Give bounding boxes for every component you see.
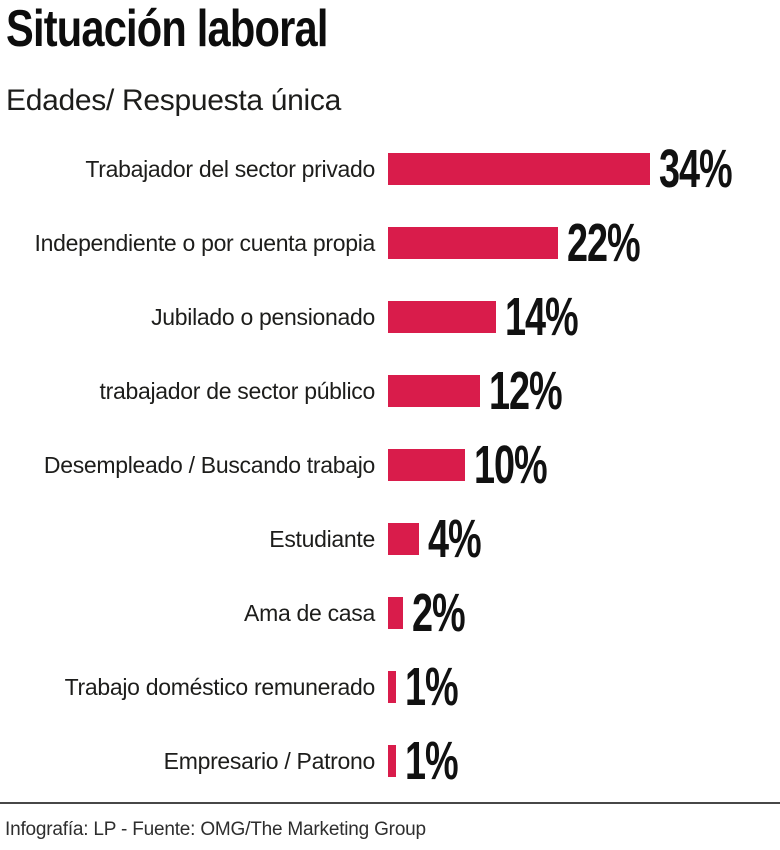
bar	[388, 227, 558, 259]
bar-label: Estudiante	[269, 526, 375, 552]
bar-row: Trabajo doméstico remunerado 1%	[0, 650, 780, 724]
bar-row: Estudiante 4%	[0, 502, 780, 576]
bar	[388, 375, 480, 407]
bar-label: Independiente o por cuenta propia	[34, 230, 376, 256]
bar-row: Desempleado / Buscando trabajo 10%	[0, 428, 780, 502]
page-title: Situación laboral	[6, 0, 328, 58]
bar-label: Ama de casa	[244, 600, 375, 626]
bar-value: 2%	[412, 583, 466, 643]
bar-row: Trabajador del sector privado 34%	[0, 132, 780, 206]
bar-value: 12%	[489, 361, 563, 421]
bar-value: 1%	[405, 657, 459, 717]
bar-label: Trabajador del sector privado	[85, 156, 375, 182]
bar-row: Ama de casa 2%	[0, 576, 780, 650]
chart-header: Situación laboral Edades/ Respuesta únic…	[0, 0, 780, 118]
bar-row: Independiente o por cuenta propia 22%	[0, 206, 780, 280]
chart-subtitle: Edades/ Respuesta única	[6, 84, 341, 117]
bar-chart: Trabajador del sector privado 34% Indepe…	[0, 132, 780, 798]
bar	[388, 745, 396, 777]
bar	[388, 301, 496, 333]
bar-label: Empresario / Patrono	[163, 748, 376, 774]
bar-label: Trabajo doméstico remunerado	[64, 674, 376, 700]
bar	[388, 523, 419, 555]
bar	[388, 597, 403, 629]
bar-value: 1%	[405, 731, 459, 791]
footer-credit: Infografía: LP - Fuente: OMG/The Marketi…	[5, 819, 426, 840]
bar-value: 10%	[474, 435, 548, 495]
bar	[388, 671, 396, 703]
bar-label: Jubilado o pensionado	[151, 304, 375, 330]
bar-value: 14%	[505, 287, 579, 347]
bar-value: 4%	[428, 509, 482, 569]
bar-value: 22%	[567, 213, 641, 273]
bar-label: trabajador de sector público	[99, 378, 376, 404]
bar	[388, 153, 650, 185]
bar-row: Jubilado o pensionado 14%	[0, 280, 780, 354]
footer-divider	[0, 802, 780, 804]
bar-label: Desempleado / Buscando trabajo	[43, 452, 375, 478]
bar	[388, 449, 465, 481]
bar-row: Empresario / Patrono 1%	[0, 724, 780, 798]
bar-row: trabajador de sector público 12%	[0, 354, 780, 428]
bar-value: 34%	[659, 139, 733, 199]
